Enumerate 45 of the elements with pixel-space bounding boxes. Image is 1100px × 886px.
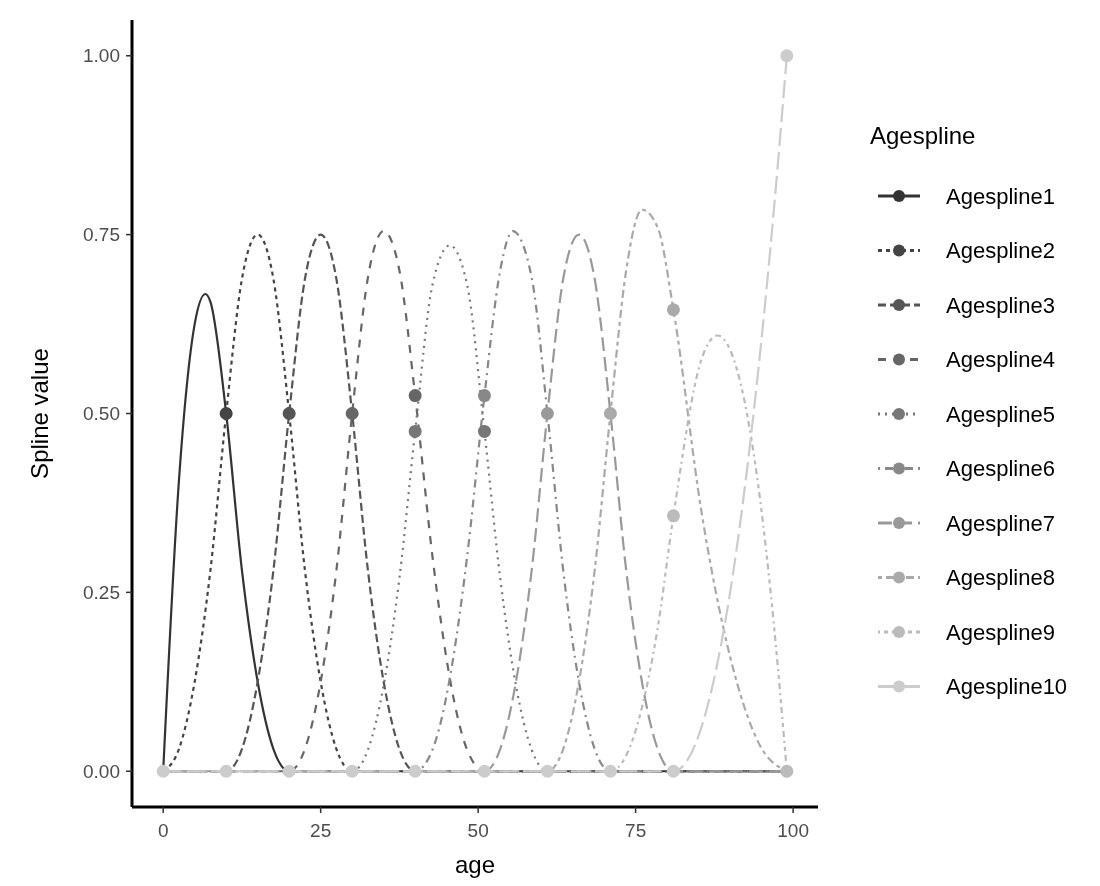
point	[780, 764, 794, 778]
legend-label: Agespline6	[946, 456, 1055, 482]
point	[345, 764, 359, 778]
point	[477, 764, 491, 778]
point	[540, 764, 554, 778]
x-axis-title: age	[454, 851, 496, 878]
legend-title: Agespline	[870, 122, 976, 149]
x-tick-label: 25	[310, 820, 332, 841]
y-tick-label: 1.00	[83, 45, 120, 67]
point	[408, 389, 422, 403]
y-tick-label: 0.25	[83, 582, 120, 604]
point	[219, 407, 233, 420]
legend-label: Agespline8	[946, 565, 1055, 591]
point	[219, 764, 233, 778]
legend-label: Agespline7	[946, 510, 1055, 536]
legend-label: Agespline5	[946, 401, 1055, 427]
legend-label: Agespline2	[946, 238, 1055, 264]
point	[477, 424, 491, 438]
point	[477, 389, 491, 403]
point	[666, 303, 680, 317]
point	[408, 424, 422, 438]
point	[603, 407, 617, 420]
y-tick-label: 0.50	[83, 403, 120, 425]
x-tick-label: 100	[777, 820, 809, 841]
legend-label: Agespline9	[946, 619, 1055, 645]
point	[282, 764, 296, 778]
legend-label: Agespline10	[946, 674, 1068, 700]
legend-label: Agespline4	[946, 347, 1055, 373]
point	[156, 764, 170, 778]
y-tick-label: 0.00	[83, 760, 120, 782]
legend-label: Agespline1	[946, 183, 1055, 209]
x-tick-label: 75	[625, 820, 647, 841]
x-tick-label: 0	[157, 820, 169, 841]
point	[282, 407, 296, 420]
x-tick-label: 50	[467, 820, 489, 841]
point	[666, 509, 680, 523]
y-axis-title: Spline value	[26, 348, 53, 479]
point	[345, 407, 359, 420]
point	[540, 407, 554, 420]
legend-label: Agespline3	[946, 292, 1055, 318]
point	[780, 49, 794, 63]
point	[603, 764, 617, 778]
y-tick-label: 0.75	[83, 224, 120, 246]
point	[408, 764, 422, 778]
point	[666, 764, 680, 778]
